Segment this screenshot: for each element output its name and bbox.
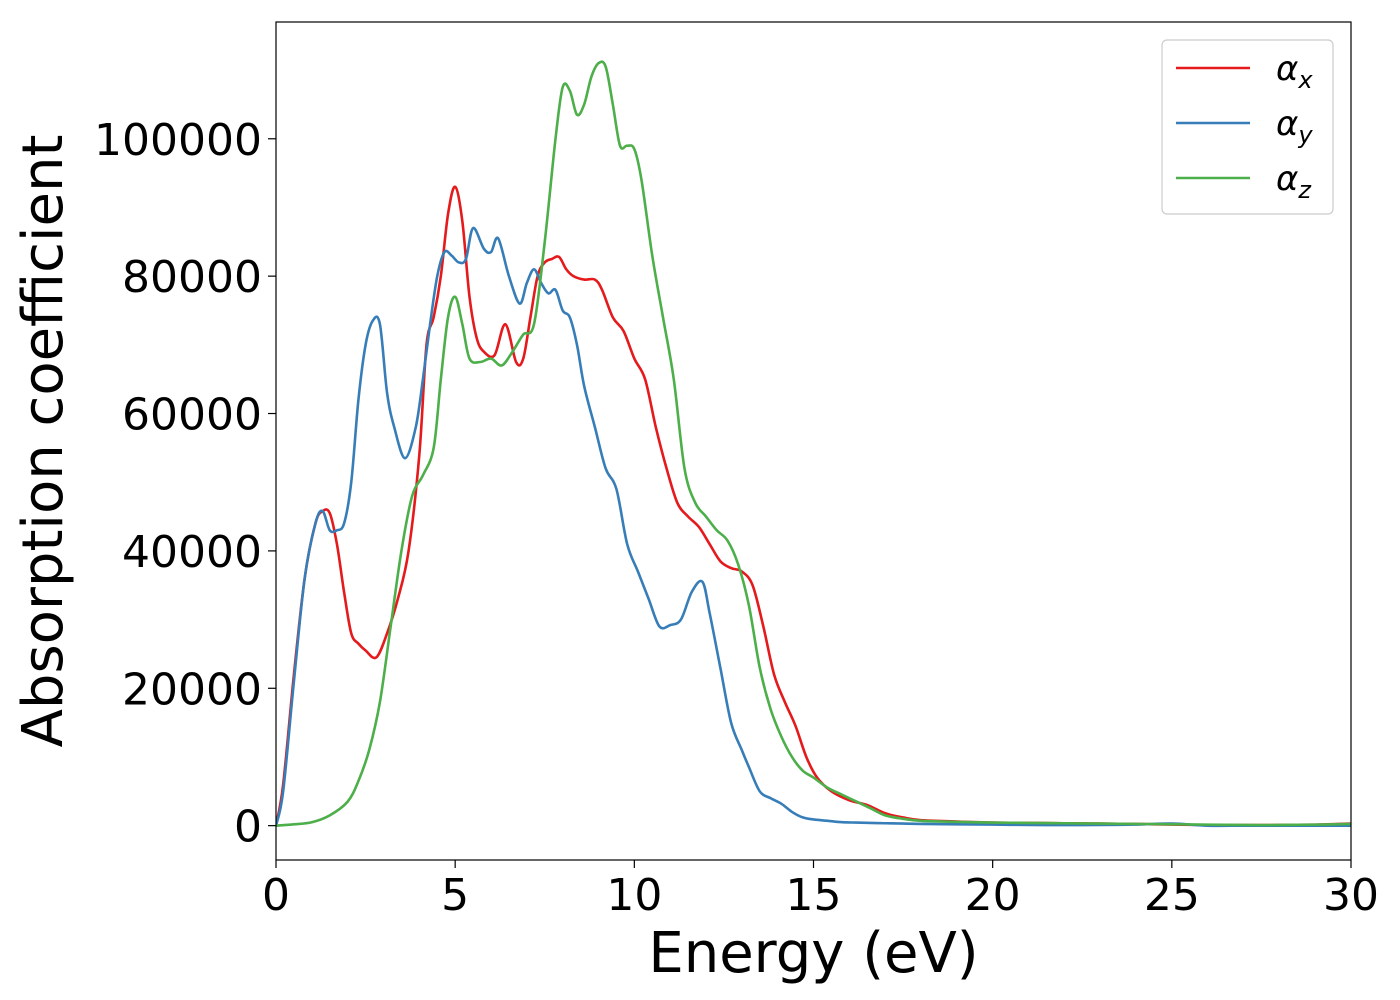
y-tick-label: 80000	[122, 252, 262, 303]
y-tick-label: 0	[234, 802, 262, 853]
x-tick-label: 25	[1144, 870, 1200, 921]
x-axis-label: Energy (eV)	[648, 921, 978, 986]
legend-label: αx	[1276, 49, 1313, 94]
legend-box	[1161, 39, 1334, 215]
x-tick-label: 15	[786, 870, 842, 921]
x-axis-ticks: 0 5 10 15 20 25 30	[262, 860, 1379, 921]
x-tick-label: 5	[441, 870, 469, 921]
legend-item: αx	[1176, 49, 1313, 94]
x-tick-label: 10	[606, 870, 662, 921]
x-tick-label: 20	[965, 870, 1021, 921]
y-tick-label: 100000	[94, 115, 262, 166]
series-line-y	[276, 226, 1351, 828]
series-line-z	[276, 60, 1351, 827]
y-tick-label: 40000	[122, 527, 262, 578]
legend-label: αy	[1276, 104, 1313, 149]
y-axis-label: Absorption coefficient	[11, 135, 76, 748]
plot-area	[276, 60, 1351, 828]
series-line-x	[276, 185, 1351, 827]
legend: αx αy αz	[1161, 39, 1334, 215]
legend-label: αz	[1276, 159, 1312, 204]
legend-item: αz	[1176, 159, 1312, 204]
y-axis-ticks: 0 20000 40000 60000 80000 100000	[94, 115, 276, 853]
y-tick-label: 60000	[122, 390, 262, 441]
y-tick-label: 20000	[122, 664, 262, 715]
x-tick-label: 0	[262, 870, 290, 921]
x-tick-label: 30	[1323, 870, 1379, 921]
legend-item: αy	[1176, 104, 1313, 149]
